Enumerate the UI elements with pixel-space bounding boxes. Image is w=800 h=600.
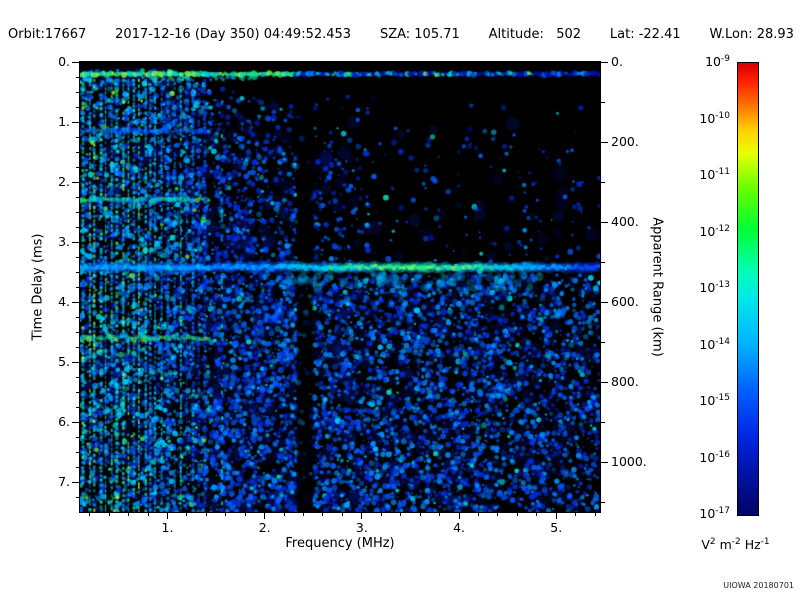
colorbar-exponent: -14 bbox=[715, 336, 730, 347]
colorbar-exponent: -10 bbox=[715, 110, 730, 121]
colorbar-exponent: -15 bbox=[715, 392, 730, 403]
x-tick-label: 5. bbox=[550, 520, 563, 535]
right-minor-tick bbox=[601, 181, 605, 183]
x-axis-label: Frequency (MHz) bbox=[285, 536, 395, 551]
header-altitude: Altitude: 502 bbox=[488, 27, 582, 42]
watermark: UIOWA 20180701 bbox=[723, 581, 794, 590]
colorbar-tick-label: 10-17 bbox=[699, 505, 730, 521]
right-tick-label: 400. bbox=[611, 214, 639, 229]
colorbar-tick-label: 10-16 bbox=[699, 449, 730, 465]
y-tick-label: 0. bbox=[58, 54, 70, 69]
y-tick-label: 5. bbox=[58, 354, 70, 369]
colorbar-exponent: -12 bbox=[715, 223, 730, 234]
x-major-tick bbox=[166, 512, 168, 519]
x-tick-label: 3. bbox=[355, 520, 368, 535]
colorbar-exponent: -16 bbox=[715, 449, 730, 460]
colorbar-tick-label: 10-10 bbox=[699, 110, 730, 126]
colorbar-exponent: -11 bbox=[715, 166, 730, 177]
colorbar-tick-label: 10-15 bbox=[699, 392, 730, 408]
x-tick-label: 4. bbox=[453, 520, 466, 535]
header-orbit: Orbit:17667 bbox=[8, 27, 87, 42]
right-minor-tick bbox=[601, 101, 605, 103]
header-sza: SZA: 105.71 bbox=[379, 27, 460, 42]
header-datetime: 2017-12-16 (Day 350) 04:49:52.453 bbox=[115, 27, 352, 42]
colorbar-exponent: -17 bbox=[715, 505, 730, 516]
right-major-tick bbox=[601, 381, 608, 383]
y-tick-label: 7. bbox=[58, 474, 70, 489]
right-tick-label: 200. bbox=[611, 134, 639, 149]
right-major-tick bbox=[601, 461, 608, 463]
y-axis-label-right: Apparent Range (km) bbox=[649, 217, 665, 357]
x-major-tick bbox=[458, 512, 460, 519]
spectrogram-canvas bbox=[80, 62, 600, 512]
right-tick-label: 0. bbox=[611, 54, 623, 69]
plot-frame bbox=[79, 61, 601, 513]
y-tick-label: 1. bbox=[58, 114, 70, 129]
right-major-tick bbox=[601, 221, 608, 223]
colorbar-tick-label: 10-9 bbox=[705, 53, 730, 69]
unit-exponent: -2 bbox=[731, 536, 741, 547]
y-axis-label-left: Time Delay (ms) bbox=[30, 233, 46, 341]
header-latitude: Lat: -22.41 bbox=[609, 27, 681, 42]
colorbar-tick-label: 10-13 bbox=[699, 279, 730, 295]
right-major-tick bbox=[601, 61, 608, 63]
colorbar-unit-label: V2 m-2 Hz-1 bbox=[701, 536, 770, 552]
right-major-tick bbox=[601, 141, 608, 143]
right-tick-label: 1000. bbox=[611, 454, 647, 469]
unit-exponent: 2 bbox=[709, 536, 716, 547]
unit-exponent: -1 bbox=[760, 536, 770, 547]
right-tick-label: 600. bbox=[611, 294, 639, 309]
right-minor-tick bbox=[601, 501, 605, 503]
x-major-tick bbox=[264, 512, 266, 519]
header-west-longitude: W.Lon: 28.93 bbox=[709, 27, 794, 42]
right-tick-label: 800. bbox=[611, 374, 639, 389]
x-major-tick bbox=[555, 512, 557, 519]
header-row: Orbit:17667 2017-12-16 (Day 350) 04:49:5… bbox=[8, 27, 794, 42]
right-minor-tick bbox=[601, 421, 605, 423]
colorbar-gradient bbox=[737, 62, 759, 516]
x-tick-label: 2. bbox=[258, 520, 271, 535]
y-tick-label: 6. bbox=[58, 414, 70, 429]
right-major-tick bbox=[601, 301, 608, 303]
y-tick-label: 2. bbox=[58, 174, 70, 189]
colorbar-exponent: -9 bbox=[721, 53, 730, 64]
colorbar-tick-label: 10-14 bbox=[699, 336, 730, 352]
colorbar-tick-label: 10-11 bbox=[699, 166, 730, 182]
right-minor-tick bbox=[601, 261, 605, 263]
right-minor-tick bbox=[601, 341, 605, 343]
x-major-tick bbox=[361, 512, 363, 519]
colorbar-exponent: -13 bbox=[715, 279, 730, 290]
colorbar-tick-label: 10-12 bbox=[699, 223, 730, 239]
x-tick-label: 1. bbox=[161, 520, 174, 535]
